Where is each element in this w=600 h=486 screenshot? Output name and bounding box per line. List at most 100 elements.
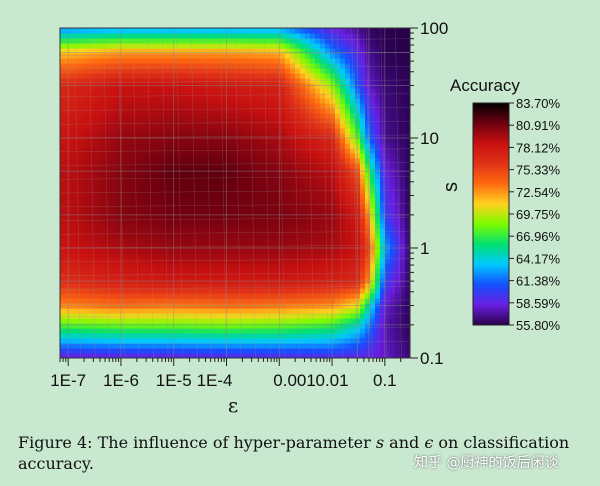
heatmap-cell — [160, 133, 166, 139]
heatmap-cell — [355, 228, 361, 234]
heatmap-cell — [380, 128, 386, 134]
heatmap-cell — [285, 253, 291, 259]
heatmap-cell — [230, 53, 236, 59]
heatmap-cell — [380, 333, 386, 339]
heatmap-cell — [375, 148, 381, 154]
heatmap-cell — [260, 173, 266, 179]
heatmap-cell — [240, 313, 246, 319]
heatmap-cell — [405, 308, 410, 314]
heatmap-cell — [95, 338, 101, 344]
heatmap-cell — [170, 273, 176, 279]
heatmap-cell — [150, 313, 156, 319]
heatmap-cell — [125, 213, 131, 219]
heatmap-cell — [345, 198, 351, 204]
heatmap-cell — [145, 118, 151, 124]
heatmap-cell — [345, 293, 351, 299]
heatmap-cell — [380, 213, 386, 219]
heatmap-cell — [315, 313, 321, 319]
heatmap-cell — [340, 298, 346, 304]
heatmap-cell — [210, 173, 216, 179]
heatmap-cell — [235, 203, 241, 209]
heatmap-cell — [280, 108, 286, 114]
heatmap-cell — [240, 248, 246, 254]
heatmap-cell — [380, 188, 386, 194]
heatmap-cell — [300, 328, 306, 334]
heatmap-cell — [205, 163, 211, 169]
heatmap-cell — [140, 203, 146, 209]
heatmap-cell — [100, 88, 106, 94]
heatmap-cell — [125, 153, 131, 159]
heatmap-cell — [65, 48, 71, 54]
heatmap-cell — [295, 298, 301, 304]
heatmap-cell — [390, 48, 396, 54]
heatmap-cell — [125, 343, 131, 349]
heatmap-cell — [180, 128, 186, 134]
heatmap-cell — [235, 103, 241, 109]
heatmap-cell — [105, 108, 111, 114]
heatmap-cell — [405, 88, 410, 94]
heatmap-cell — [355, 103, 361, 109]
heatmap-cell — [270, 103, 276, 109]
heatmap-cell — [135, 243, 141, 249]
heatmap-cell — [235, 208, 241, 214]
heatmap-cell — [130, 238, 136, 244]
heatmap-cell — [395, 208, 401, 214]
mesh-line — [220, 28, 227, 358]
heatmap-cell — [270, 273, 276, 279]
heatmap-cell — [110, 123, 116, 129]
heatmap-cell — [285, 43, 291, 49]
heatmap-cell — [240, 273, 246, 279]
heatmap-cell — [350, 223, 356, 229]
heatmap-cell — [290, 88, 296, 94]
heatmap-cell — [405, 58, 410, 64]
heatmap-cell — [170, 118, 176, 124]
heatmap-cell — [405, 48, 410, 54]
heatmap-cell — [345, 28, 351, 34]
heatmap-cell — [280, 328, 286, 334]
heatmap-cell — [120, 188, 126, 194]
heatmap-cell — [125, 138, 131, 144]
heatmap-cell — [265, 263, 271, 269]
heatmap-cell — [275, 113, 281, 119]
heatmap-cell — [130, 158, 136, 164]
heatmap-cell — [90, 328, 96, 334]
heatmap-cell — [235, 318, 241, 324]
heatmap-cell — [195, 78, 201, 84]
heatmap-cell — [80, 88, 86, 94]
heatmap-cell — [265, 308, 271, 314]
heatmap-cell — [260, 253, 266, 259]
heatmap-cell — [400, 253, 406, 259]
heatmap-cell — [310, 273, 316, 279]
figure-caption: Figure 4: The influence of hyper-paramet… — [18, 432, 588, 474]
heatmap-cell — [150, 308, 156, 314]
heatmap-cell — [330, 263, 336, 269]
heatmap-cell — [190, 28, 196, 34]
heatmap-cell — [370, 183, 376, 189]
heatmap-cell — [345, 288, 351, 294]
heatmap-cell — [185, 273, 191, 279]
heatmap-cell — [255, 268, 261, 274]
heatmap-cell — [305, 78, 311, 84]
heatmap-cell — [60, 98, 66, 104]
heatmap-cell — [245, 123, 251, 129]
heatmap-cell — [60, 318, 66, 324]
heatmap-cell — [215, 163, 221, 169]
heatmap-cell — [155, 253, 161, 259]
heatmap-cell — [80, 138, 86, 144]
heatmap-cell — [395, 328, 401, 334]
mesh-line — [60, 93, 410, 97]
heatmap-cell — [355, 133, 361, 139]
heatmap-cell — [275, 338, 281, 344]
heatmap-cell — [225, 228, 231, 234]
heatmap-cell — [200, 108, 206, 114]
heatmap-cell — [105, 113, 111, 119]
heatmap-cell — [120, 118, 126, 124]
heatmap-cell — [335, 38, 341, 44]
heatmap-cell — [170, 78, 176, 84]
heatmap-cell — [355, 58, 361, 64]
heatmap-cell — [145, 328, 151, 334]
heatmap-cell — [330, 183, 336, 189]
heatmap-cell — [350, 153, 356, 159]
heatmap-cell — [370, 58, 376, 64]
heatmap-cell — [355, 28, 361, 34]
